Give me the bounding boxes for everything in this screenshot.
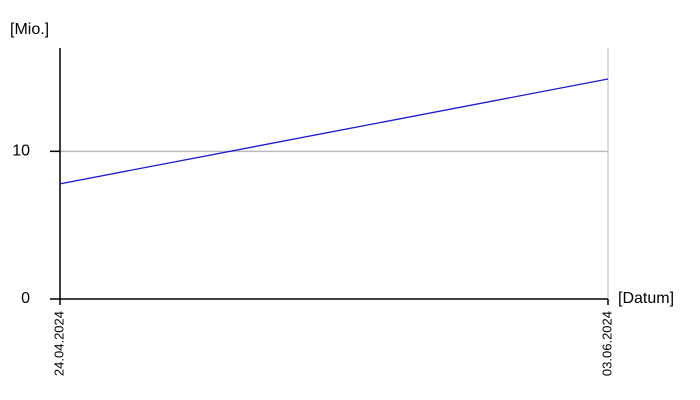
x-tick-label: 03.06.2024 (599, 311, 614, 376)
data-line (59, 78, 609, 185)
y-axis-label: [Mio.] (10, 21, 49, 38)
y-tick-label: 0 (21, 290, 30, 307)
x-tick-label: 24.04.2024 (51, 311, 66, 376)
x-axis-label: [Datum] (618, 290, 674, 307)
y-tick-label: 10 (12, 143, 30, 160)
